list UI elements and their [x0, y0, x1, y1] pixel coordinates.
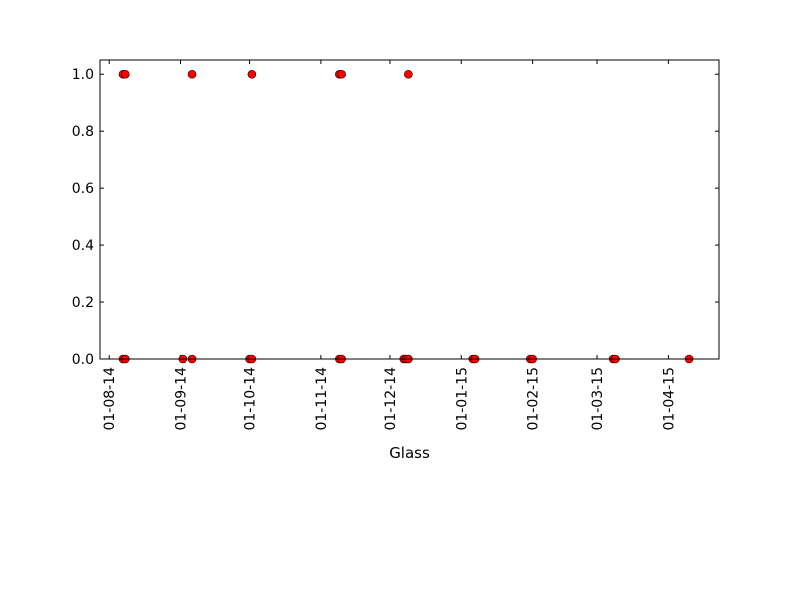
data-point [247, 69, 257, 79]
x-tick-label: 01-12-14 [383, 367, 399, 431]
plot-area [100, 60, 719, 359]
y-tick-label: 0.2 [72, 295, 94, 311]
y-tick-label: 0.0 [72, 352, 94, 368]
x-tick-label: 01-10-14 [243, 367, 259, 431]
y-tick-label: 0.4 [72, 238, 94, 254]
x-tick-label: 01-01-15 [454, 367, 470, 431]
x-tick-label: 01-09-14 [174, 367, 190, 431]
x-tick-label: 01-11-14 [314, 367, 330, 431]
y-tick-labels: 0.0 0.2 0.4 0.6 0.8 1.0 [72, 67, 94, 368]
data-point [121, 69, 130, 79]
x-axis-label: Glass [389, 444, 430, 462]
data-point [187, 69, 197, 79]
y-tick-label: 1.0 [72, 67, 94, 83]
x-tick-label: 01-02-15 [526, 367, 542, 431]
x-tick-label: 01-08-14 [102, 367, 118, 431]
plot-frame [99, 59, 720, 360]
x-tick-label: 01-04-15 [661, 367, 677, 431]
data-point [404, 69, 413, 79]
y-tick-label: 0.6 [72, 181, 94, 197]
x-tick-labels: 01-08-14 01-09-14 01-10-14 01-11-14 01-12-14… [102, 367, 677, 431]
y-tick-label: 0.8 [72, 124, 94, 140]
x-tick-label: 01-03-15 [590, 367, 606, 431]
data-point [337, 69, 346, 79]
